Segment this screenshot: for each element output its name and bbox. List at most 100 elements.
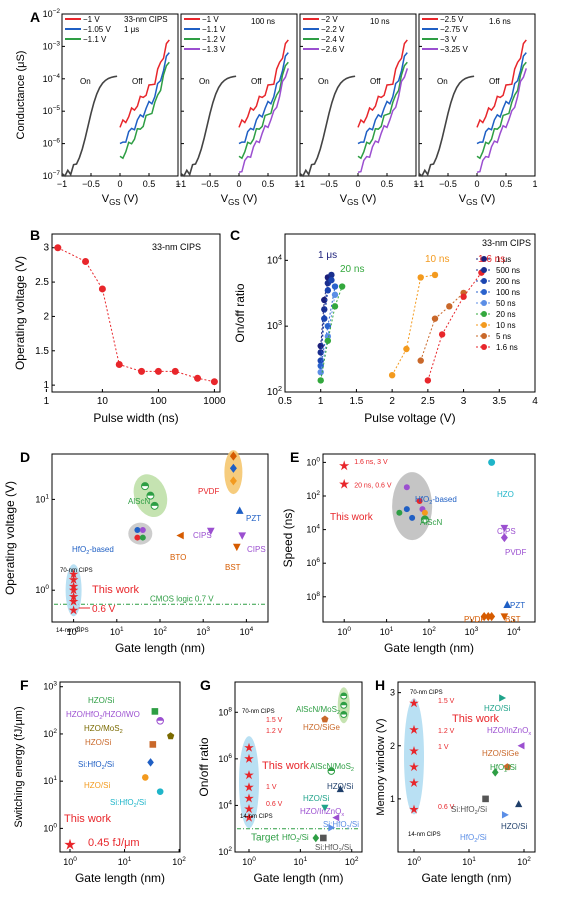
data-point — [321, 315, 328, 322]
item-label-part: /HZO/IWO — [102, 710, 139, 719]
alscn-point-fill — [340, 692, 347, 696]
item-label-part: Si:HfO — [110, 798, 134, 807]
alscn-point — [420, 515, 429, 524]
item-label: HZO — [497, 490, 514, 499]
item-label: HZO/InZnOx — [487, 726, 531, 737]
x-tick-label: 0 — [236, 179, 241, 189]
y-tick-label-part: 10 — [43, 171, 53, 181]
item-label: HfO2/Si — [490, 763, 517, 774]
x-tick-label-part: 4 — [517, 626, 521, 633]
item-label-part: 2 — [337, 710, 340, 716]
this-work-point — [339, 478, 350, 489]
voltage-label: 1.2 V — [438, 728, 455, 735]
y-tick-label-part: 10 — [43, 823, 53, 833]
data-point — [194, 374, 202, 382]
item-label: CIPS — [247, 545, 266, 554]
y-tick-label-part: −4 — [53, 73, 61, 80]
hfo2-point — [134, 527, 141, 534]
series-line — [320, 286, 343, 381]
this-work-point — [244, 812, 254, 822]
x-tick-label: 101 — [462, 856, 476, 867]
voltage-label: 1.5 V — [438, 698, 455, 705]
panel-b-frame — [51, 233, 221, 393]
x-tick-label: 0 — [474, 179, 479, 189]
x-tick-label: 103 — [465, 626, 479, 637]
this-work-region — [404, 698, 424, 815]
alscn-point — [340, 701, 348, 709]
data-point — [98, 285, 106, 293]
x-tick-label: −1 — [414, 179, 424, 189]
series-line — [320, 274, 332, 353]
item-label-part: HZO/HfO — [66, 710, 99, 719]
annotation: 33-nm CIPS — [482, 238, 531, 248]
x-tick-label: 100 — [63, 856, 77, 867]
x-tick-label: 100 — [150, 396, 167, 407]
this-work-label: This work — [452, 713, 500, 725]
y-axis-label: Operating voltage (V) — [3, 481, 17, 595]
x-tick-label: 1 — [44, 396, 50, 407]
x-axis-label: VGS (V) — [340, 193, 377, 207]
legend-entry: −1 V — [202, 15, 219, 24]
off-state-curve — [238, 52, 289, 145]
series-callout-bottom: 14-nm CIPS — [240, 814, 273, 820]
legend-entry: −1.05 V — [83, 25, 111, 34]
y-tick-label-part: 10 — [306, 592, 316, 602]
annotation: 33-nm CIPS — [152, 242, 201, 252]
item-label-part: HfO — [72, 545, 86, 554]
hfo2-point — [139, 534, 146, 541]
x-tick-label: −0.5 — [82, 179, 100, 189]
y-tick-label-part: 0 — [53, 822, 57, 829]
legend-entry: 10 ns — [496, 321, 516, 330]
data-point — [171, 367, 179, 375]
item-label: HfO2-based — [415, 495, 457, 506]
this-work-region — [239, 736, 259, 829]
item-label: AlScN — [420, 518, 442, 527]
alscn-point — [340, 711, 348, 719]
item-label: HZO/Si — [88, 696, 114, 705]
x-axis-label-part: GS — [228, 198, 239, 207]
legend-marker — [481, 344, 487, 350]
off-state-curve — [476, 52, 527, 145]
item-label-part: -based — [89, 545, 113, 554]
legend-marker — [481, 311, 487, 317]
x-tick-label-part: 2 — [432, 626, 436, 633]
panel-f-energy-benchmark: 100 101 102100101102103HZO/SiHZO/HfO2/HZO/… — [13, 681, 186, 885]
hfo2-point — [416, 498, 423, 505]
item-label: PZT — [246, 514, 261, 523]
item-label-part: 2 — [504, 768, 507, 774]
benchmark-point — [328, 824, 336, 832]
series-callout-top: 70-nm CIPS — [60, 568, 93, 574]
x-tick-label: 102 — [517, 856, 531, 867]
y-tick-label: 103 — [43, 681, 57, 692]
x-tick-label: 102 — [345, 856, 359, 867]
data-point — [438, 331, 446, 338]
benchmark-point — [320, 834, 327, 842]
legend-marker — [481, 322, 487, 328]
item-label-part: HfO — [460, 833, 474, 842]
x-tick-label-part: 1 — [120, 626, 124, 633]
this-work-point — [64, 838, 76, 850]
this-work-point — [409, 724, 419, 734]
item-label-part: Si:HfO — [451, 805, 475, 814]
point-label: 20 ns, 0.6 V — [354, 482, 392, 489]
x-tick-label: 1 — [294, 179, 299, 189]
y-tick-label-part: 10 — [43, 106, 53, 116]
item-label-part: 2 — [120, 729, 123, 735]
x-tick-label: 100 — [337, 626, 351, 637]
legend-entry: −3.25 V — [440, 45, 468, 54]
point-label: 1.6 ns, 3 V — [354, 459, 388, 466]
y-tick-label: 106 — [218, 753, 232, 764]
x-tick-label-part: 2 — [355, 856, 359, 863]
pulse-width-label: 1.6 ns — [489, 17, 511, 26]
x-tick-label-part: 10 — [63, 857, 73, 867]
benchmark-point-fill — [156, 717, 164, 721]
x-tick-label-part: 10 — [110, 627, 120, 637]
legend-entry: −2.75 V — [440, 25, 468, 34]
x-tick-label-part: 0 — [77, 626, 81, 633]
x-axis-label: Gate length (nm) — [115, 641, 205, 655]
y-tick-label-part: 6 — [316, 557, 320, 564]
item-label: HZO/Si — [484, 704, 510, 713]
voltage-label: 1 V — [438, 744, 449, 751]
x-tick-label: −1 — [176, 179, 186, 189]
